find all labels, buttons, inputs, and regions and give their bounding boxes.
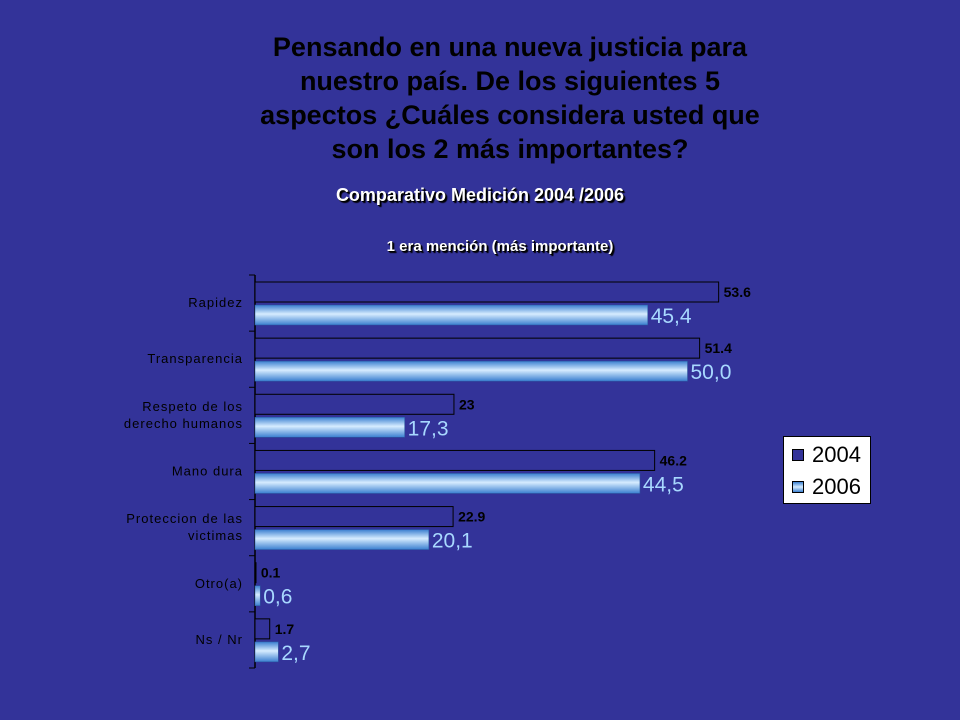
bar-2006 [254,360,688,382]
bar-2004 [254,618,271,640]
data-label-2006: 2,7 [281,642,310,665]
data-label-2006: 50,0 [691,361,732,384]
chart-legend: 2004 2006 [783,436,871,504]
data-label-2006: 17,3 [408,417,449,440]
bar-2004 [254,562,257,584]
bar-2004 [254,506,454,528]
bar-2006 [254,417,405,438]
data-label-2006: 44,5 [643,473,684,496]
data-label-2004: 0.1 [261,565,281,581]
category-label: Mano dura [172,464,243,479]
category-label: Rapidez [188,295,243,310]
data-label-2004: 53.6 [724,284,751,300]
category-label: Otro(a) [195,576,243,591]
chart-subtitle: Comparativo Medición 2004 /2006 [335,185,625,205]
bar-2004 [254,393,455,415]
chart-caption: 1 era mención (más importante) [386,238,614,255]
legend-item-2004: 2004 [792,442,861,467]
bar-2006 [254,304,648,326]
data-label-2004: 1.7 [275,621,295,637]
data-label-2004: 23 [459,396,475,412]
data-label-2006: 45,4 [651,305,692,328]
category-label: Transparencia [147,351,243,366]
category-label: Ns / Nr [196,632,243,647]
legend-item-2006: 2006 [792,474,861,499]
bar-2004 [254,281,720,303]
data-label-2004: 22.9 [458,509,485,525]
data-label-2006: 0,6 [263,586,292,609]
legend-label-2006: 2006 [812,474,861,499]
bar-2006 [254,585,261,606]
bar-2004 [254,449,656,471]
bar-2006 [254,641,279,663]
legend-swatch-2006 [792,481,804,493]
bar-2004 [254,337,701,359]
data-label-2004: 51.4 [705,340,732,356]
bar-2006 [254,529,430,550]
category-label: Proteccion de las victimas [126,511,243,543]
slide-title: Pensando en una nueva justicia para nues… [260,32,760,164]
bar-2006 [254,473,641,494]
category-label: Respeto de los derecho humanos [124,399,243,431]
legend-label-2004: 2004 [812,442,861,467]
data-label-2004: 46.2 [660,452,687,468]
data-label-2006: 20,1 [432,530,473,553]
legend-swatch-2004 [792,449,804,461]
